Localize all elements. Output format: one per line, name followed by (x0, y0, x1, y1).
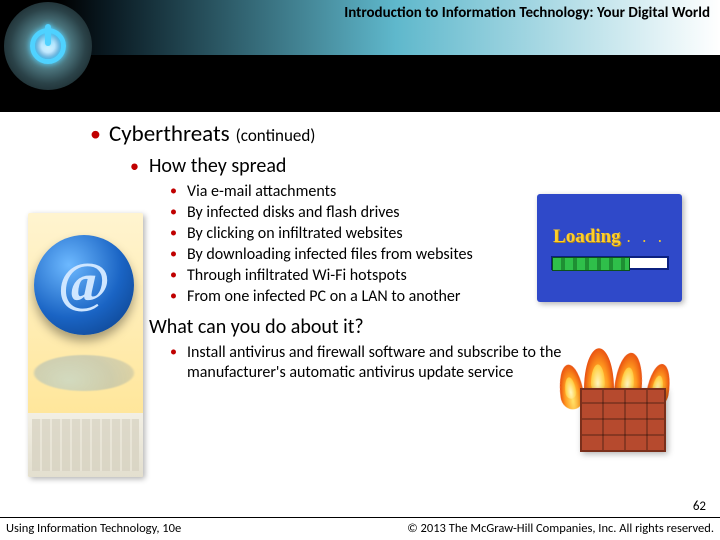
firewall-image (558, 340, 684, 452)
brick-wall-icon (580, 388, 666, 452)
footer-left: Using Information Technology, 10e (6, 521, 181, 536)
bullet-dot: • (90, 123, 101, 145)
footer-divider (0, 517, 720, 518)
header-title: Introduction to Information Technology: … (344, 4, 710, 22)
at-symbol-icon: @ (34, 235, 134, 335)
black-bar (0, 55, 720, 112)
slide-number: 62 (693, 499, 706, 514)
loading-image: Loading . . . (537, 194, 682, 302)
power-icon (26, 24, 70, 68)
bullet-level1: • Cyberthreats (continued) (90, 120, 720, 148)
bullet-l2a-text: How they spread (149, 154, 286, 178)
progress-fill (552, 257, 630, 271)
footer-right: © 2013 The McGraw-Hill Companies, Inc. A… (407, 521, 714, 536)
email-at-image: @ (28, 213, 143, 477)
power-button-graphic (4, 2, 92, 90)
bullet-level2-whatdo: • What can you do about it? (130, 315, 720, 339)
progress-bar (551, 256, 669, 270)
bullet-dot: • (130, 155, 139, 177)
keyboard-graphic (28, 413, 143, 477)
loading-text: Loading (553, 226, 621, 248)
bullet-level2-spread: • How they spread (130, 154, 720, 178)
bullet-l1-text: Cyberthreats (109, 120, 230, 148)
bullet-l2b-text: What can you do about it? (149, 315, 364, 339)
slide: Introduction to Information Technology: … (0, 0, 720, 540)
bullet-l1-continued: (continued) (236, 125, 316, 146)
at-reflection (34, 355, 134, 391)
loading-dots: . . . (627, 228, 666, 247)
